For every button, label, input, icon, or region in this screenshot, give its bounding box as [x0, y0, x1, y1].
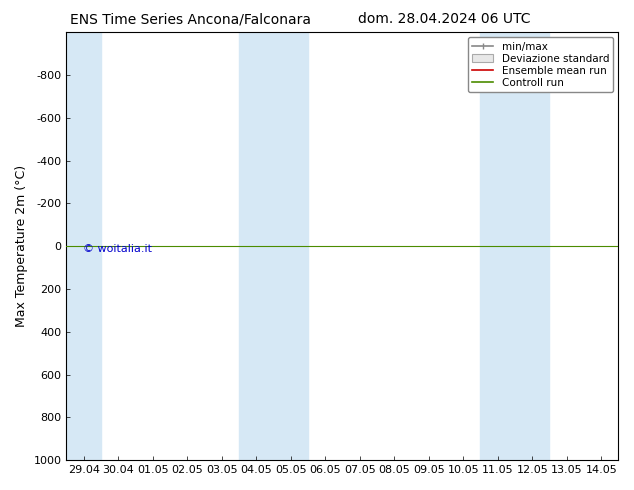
Bar [481, 32, 550, 460]
Legend: min/max, Deviazione standard, Ensemble mean run, Controll run: min/max, Deviazione standard, Ensemble m… [469, 37, 613, 92]
Text: dom. 28.04.2024 06 UTC: dom. 28.04.2024 06 UTC [358, 12, 530, 26]
Text: ENS Time Series Ancona/Falconara: ENS Time Series Ancona/Falconara [70, 12, 311, 26]
Bar [67, 32, 101, 460]
Bar [239, 32, 308, 460]
Y-axis label: Max Temperature 2m (°C): Max Temperature 2m (°C) [15, 165, 28, 327]
Text: © woitalia.it: © woitalia.it [83, 244, 152, 254]
